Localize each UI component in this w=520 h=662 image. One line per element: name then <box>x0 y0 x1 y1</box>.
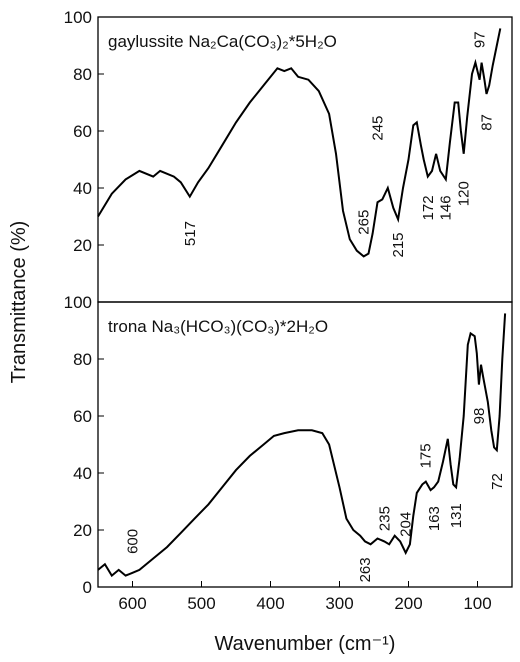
x-axis-title: Wavenumber (cm⁻¹) <box>215 633 396 655</box>
y-tick-label: 60 <box>73 122 92 141</box>
peak-label: 265 <box>356 210 373 235</box>
x-tick-label: 100 <box>463 594 491 613</box>
y-axis-title: Transmittance (%) <box>8 221 30 384</box>
peak-label: 87 <box>478 114 495 131</box>
y-tick-label: 20 <box>73 521 92 540</box>
plot-frame <box>97 16 513 303</box>
peak-label: 215 <box>390 232 407 257</box>
peak-label: 204 <box>398 512 415 537</box>
plot-frame <box>97 301 513 588</box>
x-tick-label: 500 <box>187 594 215 613</box>
peak-label: 235 <box>376 506 393 531</box>
peak-label: 263 <box>357 557 374 582</box>
x-tick-label: 200 <box>394 594 422 613</box>
peak-label: 72 <box>489 473 506 490</box>
peak-label: 146 <box>438 195 455 220</box>
peak-label: 600 <box>125 529 142 554</box>
peak-label: 97 <box>472 31 489 48</box>
y-tick-label: 100 <box>64 293 92 312</box>
y-tick-label: 60 <box>73 407 92 426</box>
peak-label: 120 <box>456 181 473 206</box>
y-tick-label: 100 <box>64 8 92 27</box>
peak-label: 517 <box>182 221 199 246</box>
x-tick-label: 300 <box>325 594 353 613</box>
y-tick-label: 40 <box>73 179 92 198</box>
peak-label: 175 <box>418 443 435 468</box>
y-tick-label: 40 <box>73 464 92 483</box>
peak-label: 172 <box>420 195 437 220</box>
y-tick-label: 0 <box>83 578 92 597</box>
y-tick-label: 80 <box>73 350 92 369</box>
x-tick-label: 600 <box>118 594 146 613</box>
spectrum-line <box>97 28 502 258</box>
peak-label: 98 <box>471 408 488 425</box>
spectrum-line <box>97 313 507 578</box>
y-tick-label: 80 <box>73 65 92 84</box>
panel-title: gaylussite Na₂Ca(CO₃)₂*5H₂O <box>108 32 337 51</box>
peak-label: 245 <box>369 116 386 141</box>
x-tick-label: 400 <box>256 594 284 613</box>
y-tick-label: 20 <box>73 236 92 255</box>
panel-title: trona Na₃(HCO₃)(CO₃)*2H₂O <box>108 317 328 336</box>
peak-label: 131 <box>448 503 465 528</box>
peak-label: 163 <box>426 506 443 531</box>
